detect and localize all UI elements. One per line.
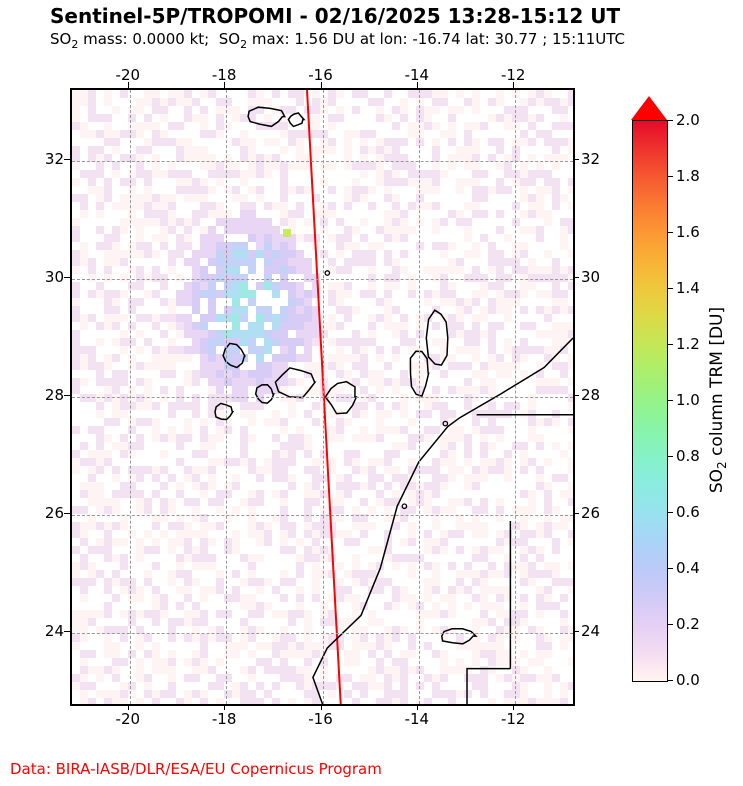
colorbar-tick-label: 0.8 [676, 447, 700, 465]
lat-tick-label: 30 [581, 268, 600, 286]
colorbar-tick-label: 1.2 [676, 335, 700, 353]
lat-tick-label: 24 [34, 622, 64, 640]
colorbar-tick-label: 2.0 [676, 111, 700, 129]
colorbar-tick-label: 0.4 [676, 559, 700, 577]
colorbar-tick-label: 1.8 [676, 167, 700, 185]
lon-tick-label: -16 [308, 710, 333, 728]
colorbar-tick-label: 0.6 [676, 503, 700, 521]
figure-root: Sentinel-5P/TROPOMI - 02/16/2025 13:28-1… [0, 0, 743, 786]
lat-tick-label: 30 [34, 268, 64, 286]
data-attribution: Data: BIRA-IASB/DLR/ESA/EU Copernicus Pr… [10, 760, 382, 778]
colorbar-tick-label: 1.0 [676, 391, 700, 409]
colorbar-overflow-arrow [631, 96, 667, 120]
figure-subtitle: SO2 mass: 0.0000 kt; SO2 max: 1.56 DU at… [50, 30, 625, 51]
lon-tick-label: -14 [405, 710, 430, 728]
lat-tick-label: 28 [581, 386, 600, 404]
figure-title: Sentinel-5P/TROPOMI - 02/16/2025 13:28-1… [50, 4, 620, 28]
colorbar [632, 120, 668, 682]
colorbar-tick-label: 1.4 [676, 279, 700, 297]
lon-tick-label: -20 [116, 710, 141, 728]
colorbar-tick-label: 1.6 [676, 223, 700, 241]
lat-tick-label: 26 [34, 504, 64, 522]
lat-tick-label: 24 [581, 622, 600, 640]
lat-tick-label: 32 [581, 150, 600, 168]
colorbar-tick-label: 0.0 [676, 671, 700, 689]
lat-tick-label: 28 [34, 386, 64, 404]
lat-tick-label: 32 [34, 150, 64, 168]
lat-tick-label: 26 [581, 504, 600, 522]
map-plot-area [70, 88, 575, 706]
lon-tick-label: -12 [501, 710, 526, 728]
lon-tick-label: -18 [212, 710, 237, 728]
colorbar-tick-label: 0.2 [676, 615, 700, 633]
colorbar-label: SO2 column TRM [DU] [707, 307, 729, 493]
